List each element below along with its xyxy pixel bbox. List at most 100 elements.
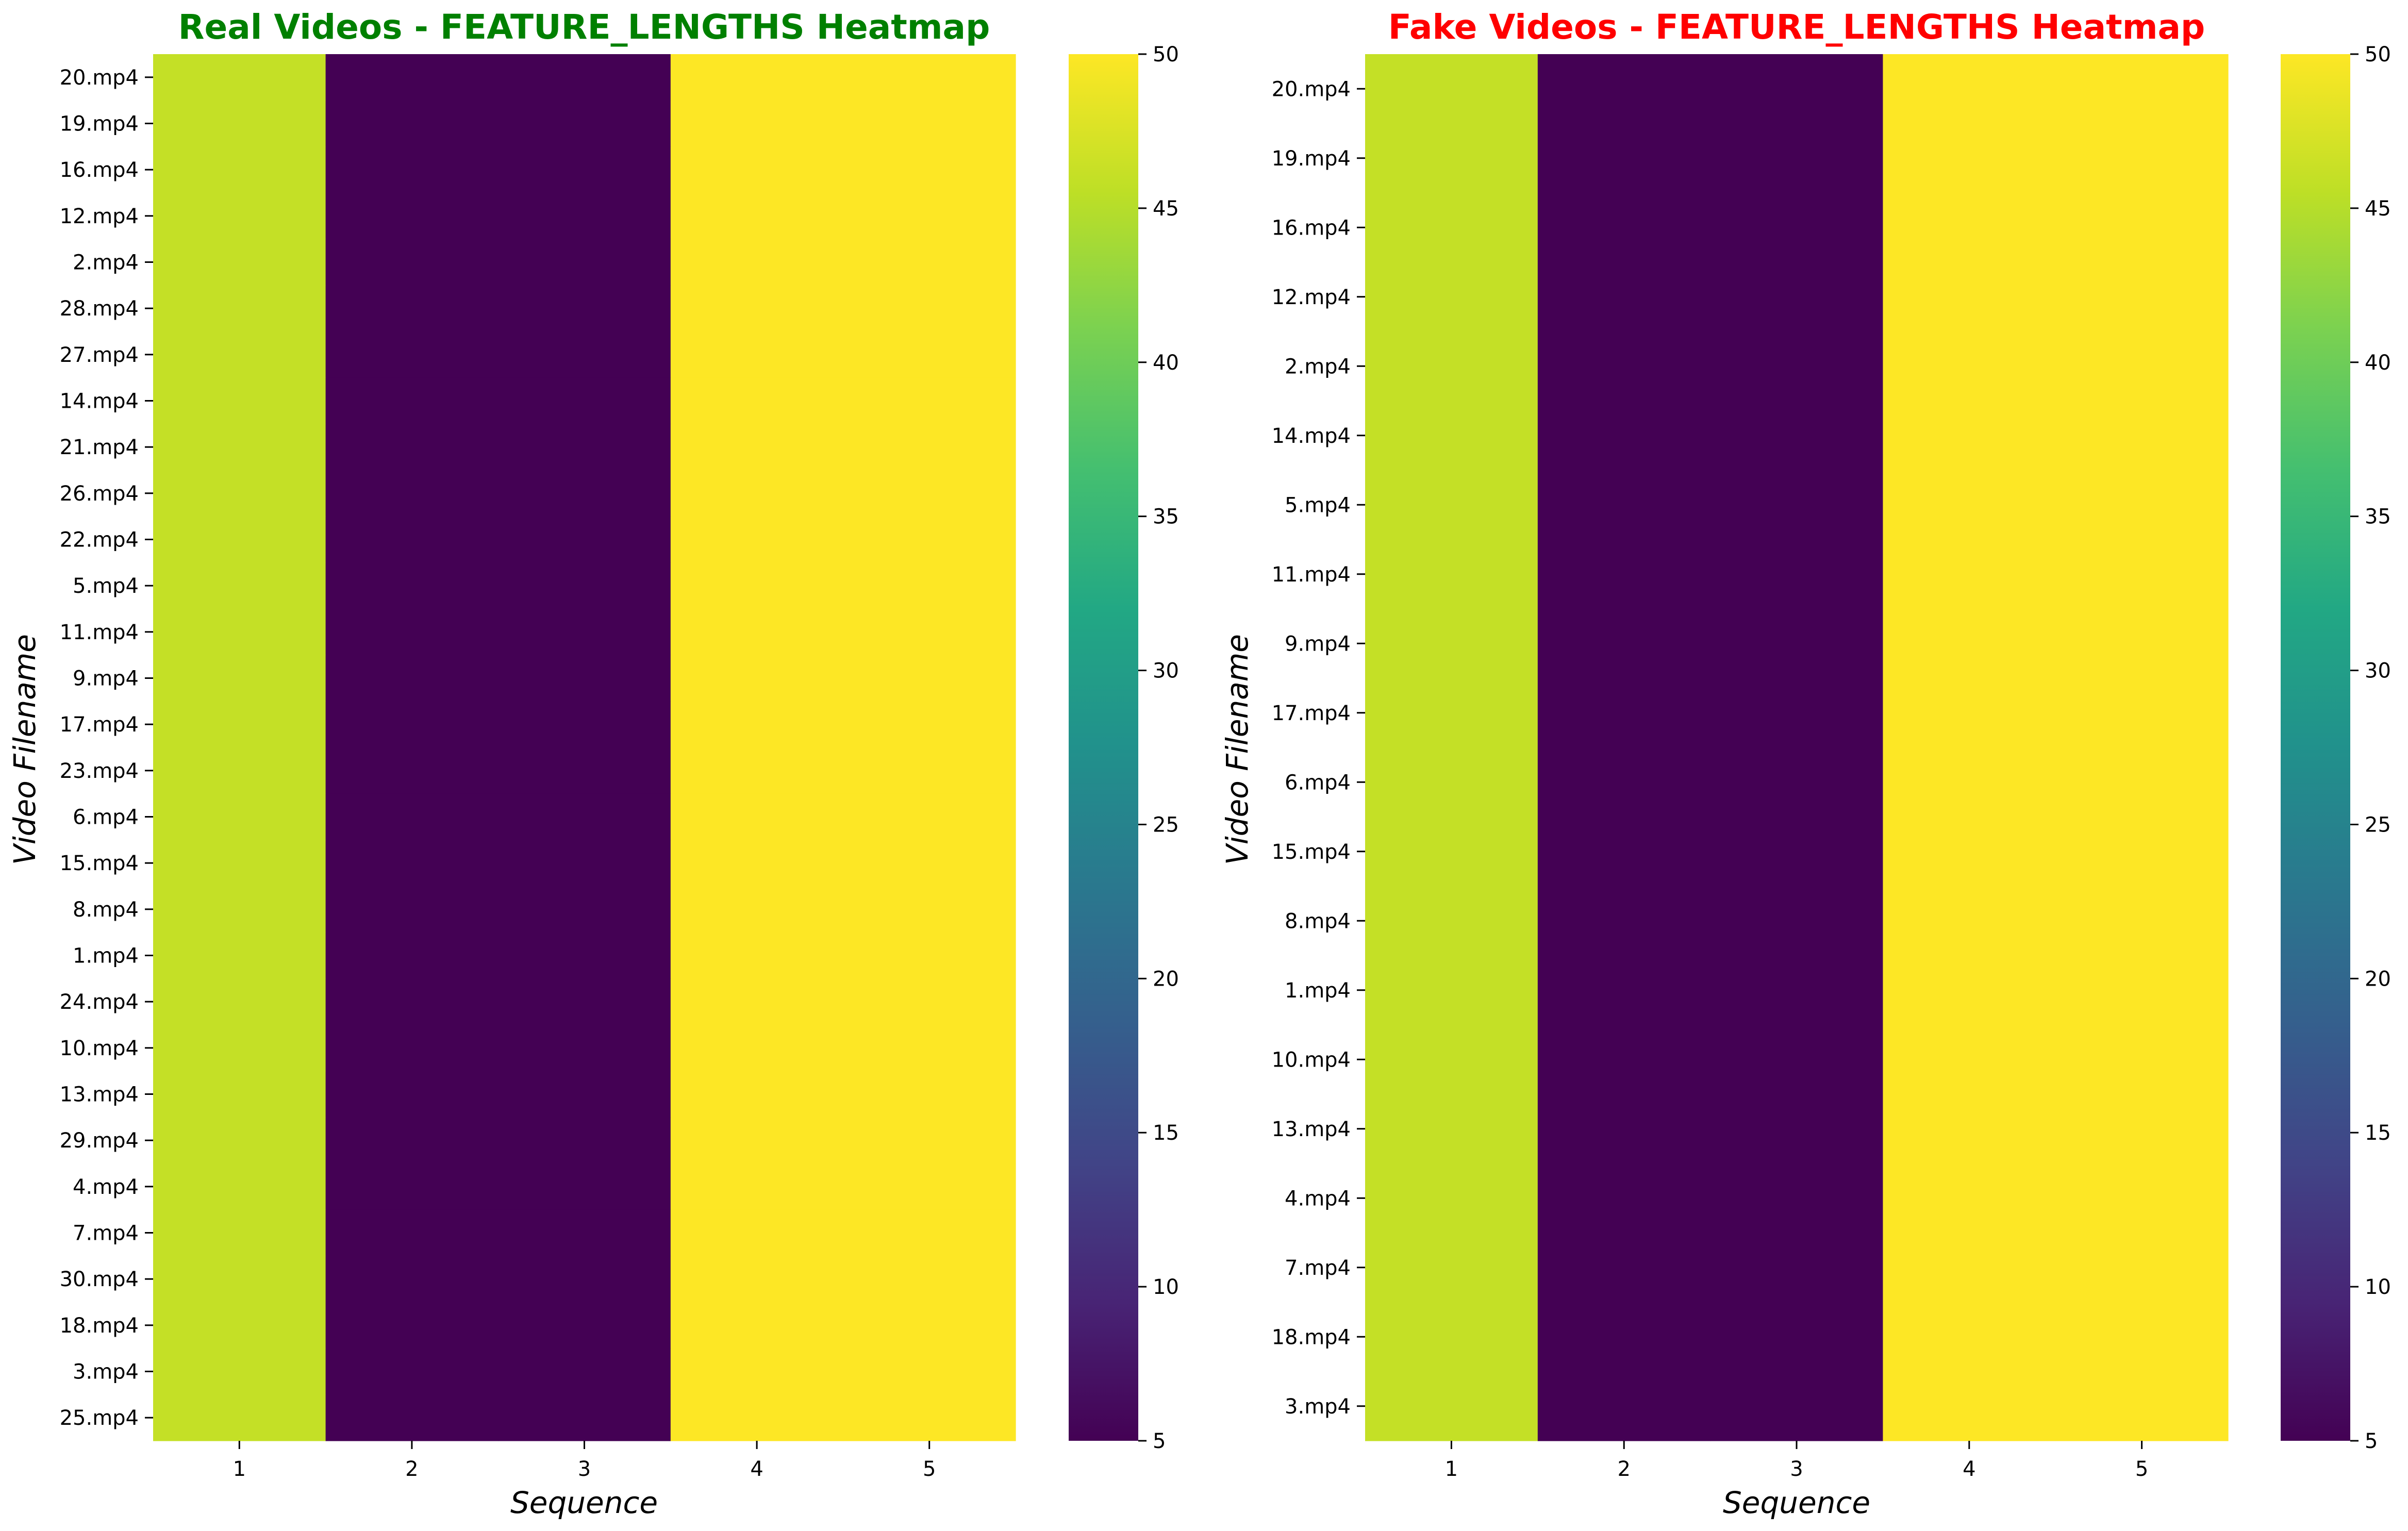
heatmap-cell — [498, 516, 671, 563]
y-tick-label: 22.mp4 — [60, 528, 139, 552]
heatmap-cell — [153, 1256, 326, 1303]
heatmap-cell — [498, 747, 671, 794]
heatmap-cell — [1537, 1371, 1711, 1441]
y-tick-label: 10.mp4 — [60, 1037, 139, 1060]
y-tick-label: 1.mp4 — [73, 944, 139, 968]
heatmap-cell — [2055, 1094, 2229, 1164]
y-tick-label: 19.mp4 — [1272, 147, 1351, 171]
heatmap-cell — [1537, 331, 1711, 402]
heatmap-cell — [843, 516, 1016, 563]
heatmap-cell — [325, 1256, 499, 1303]
heatmap-cell — [670, 516, 843, 563]
heatmap-cell — [670, 331, 843, 378]
heatmap-cell — [1710, 262, 1883, 332]
heatmap-cell — [843, 1209, 1016, 1256]
x-tick-label: 5 — [923, 1457, 936, 1481]
heatmap-cell — [325, 886, 499, 933]
heatmap-cells — [1365, 54, 2229, 1441]
heatmap-cell — [670, 701, 843, 748]
heatmap-cell — [498, 1117, 671, 1164]
colorbar-tick-label: 30 — [1153, 659, 1179, 683]
heatmap-cell — [670, 424, 843, 471]
heatmap-cell — [325, 701, 499, 748]
heatmap-cell — [1710, 123, 1883, 193]
heatmap-cell — [153, 1348, 326, 1395]
colorbar-tick-label: 20 — [1153, 967, 1179, 991]
heatmap-cell — [1537, 1302, 1711, 1372]
heatmap-cell — [325, 1163, 499, 1210]
heatmap-cell — [1710, 1163, 1883, 1234]
heatmap-cell — [843, 54, 1016, 101]
heatmap-cell — [1365, 955, 1538, 1025]
heatmap-cell — [1537, 955, 1711, 1025]
heatmap-cell — [153, 331, 326, 378]
heatmap-cell — [843, 1302, 1016, 1349]
heatmap-cell — [2055, 262, 2229, 332]
heatmap-cell — [670, 1302, 843, 1349]
heatmap-cell — [2055, 1302, 2229, 1372]
heatmap-cell — [843, 701, 1016, 748]
heatmap-cell — [670, 747, 843, 794]
heatmap-cell — [498, 1209, 671, 1256]
heatmap-cell — [1883, 1233, 2056, 1303]
heatmap-cell — [1365, 54, 1538, 124]
heatmap-cell — [843, 840, 1016, 887]
heatmap-cell — [325, 193, 499, 240]
heatmap-cell — [1537, 123, 1711, 193]
heatmap-cell — [843, 932, 1016, 979]
heatmap-cell — [498, 285, 671, 332]
heatmap-cell — [1710, 747, 1883, 818]
heatmap-cell — [325, 100, 499, 147]
y-axis-label: Video Filename — [1220, 634, 1255, 865]
heatmap-cell — [2055, 1025, 2229, 1095]
heatmap-cell — [2055, 1163, 2229, 1234]
heatmap-cell — [153, 840, 326, 887]
y-tick-label: 18.mp4 — [60, 1314, 139, 1338]
y-tick-label: 14.mp4 — [60, 390, 139, 413]
heatmap-cell — [1883, 1302, 2056, 1372]
heatmap-cell — [1883, 678, 2056, 748]
heatmap-cell — [843, 100, 1016, 147]
heatmap-cell — [1710, 539, 1883, 609]
heatmap-cell — [2055, 401, 2229, 471]
heatmap-cell — [1365, 678, 1538, 748]
heatmap-cell — [325, 1348, 499, 1395]
heatmap-cell — [1883, 955, 2056, 1025]
heatmap-cell — [325, 1071, 499, 1118]
y-tick-label: 11.mp4 — [60, 621, 139, 644]
heatmap-cell — [670, 100, 843, 147]
heatmap-cell — [498, 331, 671, 378]
heatmap-cell — [153, 1071, 326, 1118]
heatmap-cell — [670, 1117, 843, 1164]
y-tick-label: 30.mp4 — [60, 1268, 139, 1291]
heatmap-cell — [670, 886, 843, 933]
y-tick-label: 2.mp4 — [73, 251, 139, 275]
heatmap-cell — [153, 886, 326, 933]
colorbar-tick-label: 5 — [2365, 1429, 2378, 1453]
y-tick-label: 26.mp4 — [60, 482, 139, 506]
heatmap-cell — [670, 609, 843, 656]
heatmap-cell — [325, 146, 499, 193]
y-tick-labels: 20.mp4 19.mp4 16.mp4 12.mp4 2.mp4 14.mp4 5.mp4… — [1272, 77, 1365, 1419]
heatmap-cell — [2055, 123, 2229, 193]
y-tick-label: 25.mp4 — [60, 1406, 139, 1430]
heatmap-cell — [498, 1394, 671, 1441]
heatmap-cell — [1365, 817, 1538, 887]
heatmap-cell — [153, 655, 326, 702]
heatmap-cell — [1365, 123, 1538, 193]
heatmap-cell — [1883, 1025, 2056, 1095]
heatmap-cell — [1710, 1094, 1883, 1164]
heatmap-cell — [1537, 817, 1711, 887]
heatmap-cell — [843, 655, 1016, 702]
heatmap-cell — [843, 1163, 1016, 1210]
heatmap-cell — [843, 1071, 1016, 1118]
y-tick-label: 14.mp4 — [1272, 424, 1351, 448]
heatmap-cell — [153, 1163, 326, 1210]
heatmap-cell — [498, 100, 671, 147]
heatmap-cell — [1365, 1163, 1538, 1234]
heatmap-cell — [1365, 262, 1538, 332]
heatmap-cell — [1365, 1025, 1538, 1095]
heatmap-cell — [843, 331, 1016, 378]
heatmap-cell — [1883, 54, 2056, 124]
colorbar-tick-label: 50 — [2365, 43, 2391, 66]
